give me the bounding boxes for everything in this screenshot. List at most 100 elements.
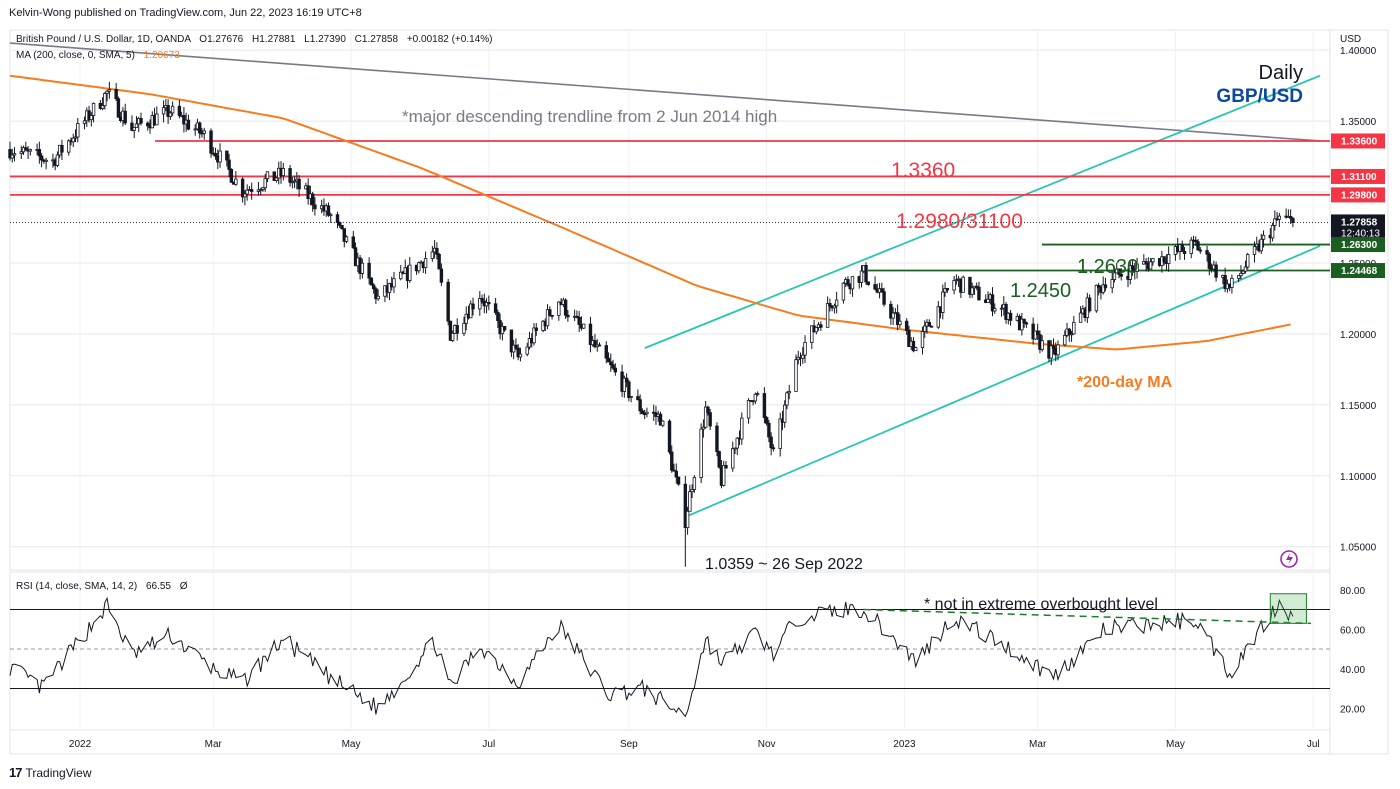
- candle-body: [1291, 217, 1295, 223]
- rsi-box-rect: [1269, 593, 1307, 624]
- channel-lower: [684, 245, 1321, 518]
- candle-body: [1236, 275, 1241, 279]
- time-tick-label: Mar: [205, 739, 223, 750]
- candle-body: [243, 193, 247, 198]
- candle-body: [198, 122, 202, 134]
- price-tag-bg: [1331, 133, 1385, 149]
- price-tag-bg: [1331, 168, 1385, 184]
- candle-body: [91, 102, 96, 116]
- brand-name: TradingView: [25, 765, 92, 780]
- trendline-annotation: *major descending trendline from 2 Jun 2…: [402, 107, 777, 126]
- candle-body: [873, 284, 877, 290]
- price-tick-label: 1.15000: [1340, 401, 1377, 412]
- candle-body: [437, 253, 441, 270]
- rsi-highlight-box: [1269, 593, 1307, 624]
- candle-body: [735, 437, 739, 449]
- candle-body: [1207, 253, 1212, 269]
- ma-200-path: [9, 74, 1291, 351]
- candle-body: [575, 315, 579, 318]
- time-tick-label: Sep: [620, 739, 638, 750]
- candle-body: [245, 189, 249, 195]
- level-label-1.2450: 1.2450: [1010, 280, 1071, 302]
- time-tick-label: May: [1166, 739, 1185, 750]
- candle-body: [1270, 225, 1275, 239]
- candle-body: [785, 392, 789, 406]
- candle-body: [329, 214, 333, 217]
- candle-body: [60, 144, 64, 153]
- level-label-1.3360: 1.3360: [891, 159, 955, 182]
- rsi-tick-label: 60.00: [1340, 625, 1365, 636]
- candle-body: [1004, 303, 1008, 320]
- candle-body: [480, 298, 484, 302]
- flash-icon[interactable]: [1280, 550, 1298, 568]
- candle-body: [588, 323, 593, 346]
- candle-body: [227, 159, 231, 170]
- candle-body: [19, 151, 23, 154]
- rsi-annotation: * not in extreme overbought level: [924, 596, 1158, 613]
- candle-body: [624, 377, 629, 383]
- candle-body: [518, 353, 523, 358]
- candle-body: [783, 404, 787, 423]
- candle-body: [968, 276, 972, 295]
- candle-body: [1252, 246, 1257, 255]
- candle-body: [1239, 272, 1243, 277]
- price-tag-label: 1.27858: [1341, 217, 1378, 228]
- candle-body: [670, 451, 674, 471]
- candle-body: [645, 411, 649, 415]
- ascending-channel: [644, 74, 1321, 518]
- candle-body: [24, 147, 28, 151]
- candle-body: [297, 178, 301, 190]
- time-tick-label: Nov: [758, 739, 776, 750]
- price-tag-bg: [1331, 237, 1385, 253]
- candle-body: [923, 325, 927, 332]
- candle-body: [1078, 312, 1083, 323]
- candle-body: [674, 470, 678, 478]
- time-axis-ticks: 2022 Mar May Jul Sep Nov 2023 Mar May Jul: [69, 739, 1320, 750]
- candle-body: [351, 236, 356, 249]
- candle-body: [342, 228, 346, 242]
- candle-body: [209, 130, 213, 154]
- candle-body: [977, 286, 981, 301]
- candle-body: [1198, 249, 1202, 252]
- candle-body: [1094, 284, 1099, 312]
- price-tag-bg: [1331, 263, 1385, 279]
- rsi-tick-label: 40.00: [1340, 665, 1365, 676]
- candle-body: [534, 327, 538, 331]
- price-axis-tags: 1.33600 1.31100 1.29800 1.2785812:40:131.26…: [1331, 133, 1385, 279]
- candle-body: [338, 222, 342, 226]
- candle-body: [1103, 284, 1108, 289]
- candle-body: [1128, 265, 1132, 280]
- candle-body: [733, 447, 737, 450]
- candle-body: [1051, 345, 1056, 349]
- candle-body: [1196, 241, 1200, 251]
- candle-body: [44, 159, 48, 162]
- price-tag-bg: [1331, 187, 1385, 203]
- candle-body: [464, 313, 468, 324]
- candle-body: [272, 171, 276, 181]
- candle-body: [986, 298, 990, 303]
- price-tag-label: 1.29800: [1341, 190, 1378, 201]
- price-axis-frame: [1329, 29, 1389, 755]
- candle-body: [502, 325, 507, 331]
- candle-body: [952, 280, 956, 291]
- time-tick-label: May: [342, 739, 361, 750]
- candle-body: [161, 107, 166, 115]
- candle-body: [904, 320, 909, 331]
- candle-body: [941, 291, 945, 313]
- candle-body: [1180, 244, 1184, 252]
- candle-body: [202, 130, 206, 134]
- currency-label: USD: [1340, 34, 1361, 45]
- candle-body: [810, 325, 814, 343]
- candle-body: [629, 396, 633, 398]
- divergence-segment: [863, 608, 1311, 625]
- candle-body: [717, 451, 721, 468]
- rsi-tick-label: 20.00: [1340, 704, 1365, 715]
- candle-body: [548, 309, 552, 316]
- tradingview-logo[interactable]: 17 TradingView: [9, 765, 92, 780]
- candle-body: [448, 320, 453, 341]
- candle-body: [882, 291, 886, 305]
- candle-body: [313, 204, 317, 210]
- low-annotation: 1.0359 ~ 26 Sep 2022: [705, 556, 863, 573]
- candle-body: [859, 270, 864, 283]
